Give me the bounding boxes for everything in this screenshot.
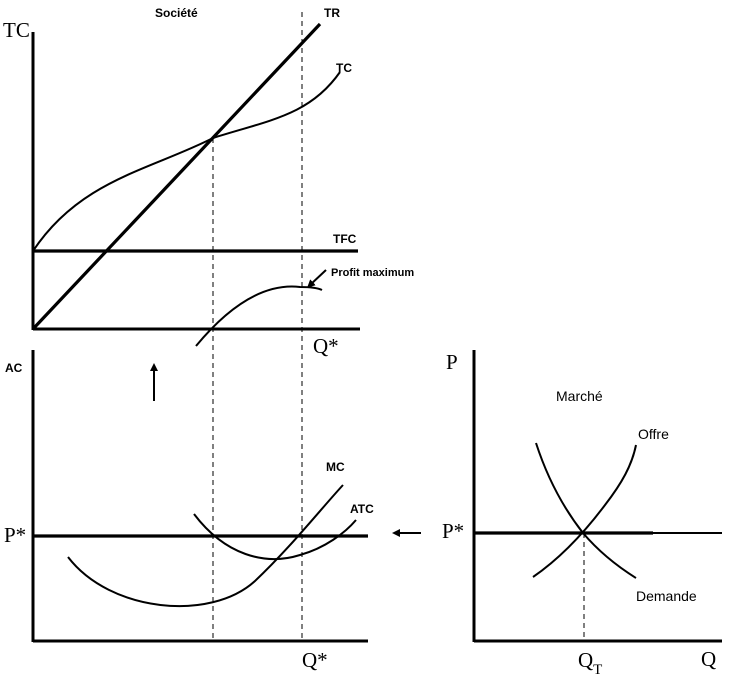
top-panel: Société TC TFC TR TC Profit maximum Q*: [3, 6, 414, 358]
bottom-left-panel: AC P* MC ATC Q*: [4, 350, 374, 672]
demand-curve: [535, 442, 637, 579]
bl-x-axis-label: Q*: [302, 648, 328, 672]
profit-maximum-label: Profit maximum: [331, 267, 414, 279]
top-x-axis-label: Q*: [313, 334, 339, 358]
top-panel-title: Société: [155, 6, 198, 20]
br-y-axis-label: P: [446, 350, 458, 374]
bl-price-label: P*: [4, 523, 26, 547]
tr-label: TR: [324, 6, 340, 20]
demand-label: Demande: [636, 588, 697, 604]
br-price-label: P*: [442, 519, 464, 543]
br-panel-title: Marché: [556, 388, 603, 404]
profit-curve: [195, 285, 323, 347]
qt-label: QT: [578, 648, 602, 675]
supply-curve: [532, 444, 637, 578]
tfc-label: TFC: [333, 232, 357, 246]
atc-label: ATC: [350, 502, 374, 516]
mc-curve: [67, 484, 344, 608]
bl-y-axis-label: AC: [5, 361, 23, 375]
profit-pointer-arrow: [307, 269, 327, 288]
tr-line: [31, 22, 322, 331]
tc-label: TC: [336, 61, 352, 75]
mc-label: MC: [326, 460, 345, 474]
tc-curve: [32, 71, 341, 252]
atc-curve: [193, 513, 357, 560]
supply-label: Offre: [638, 426, 669, 442]
bottom-right-panel: P Marché P* Offre Demande QT Q: [442, 350, 722, 675]
br-x-axis-label: Q: [701, 647, 716, 671]
top-y-axis-label: TC: [3, 18, 30, 42]
